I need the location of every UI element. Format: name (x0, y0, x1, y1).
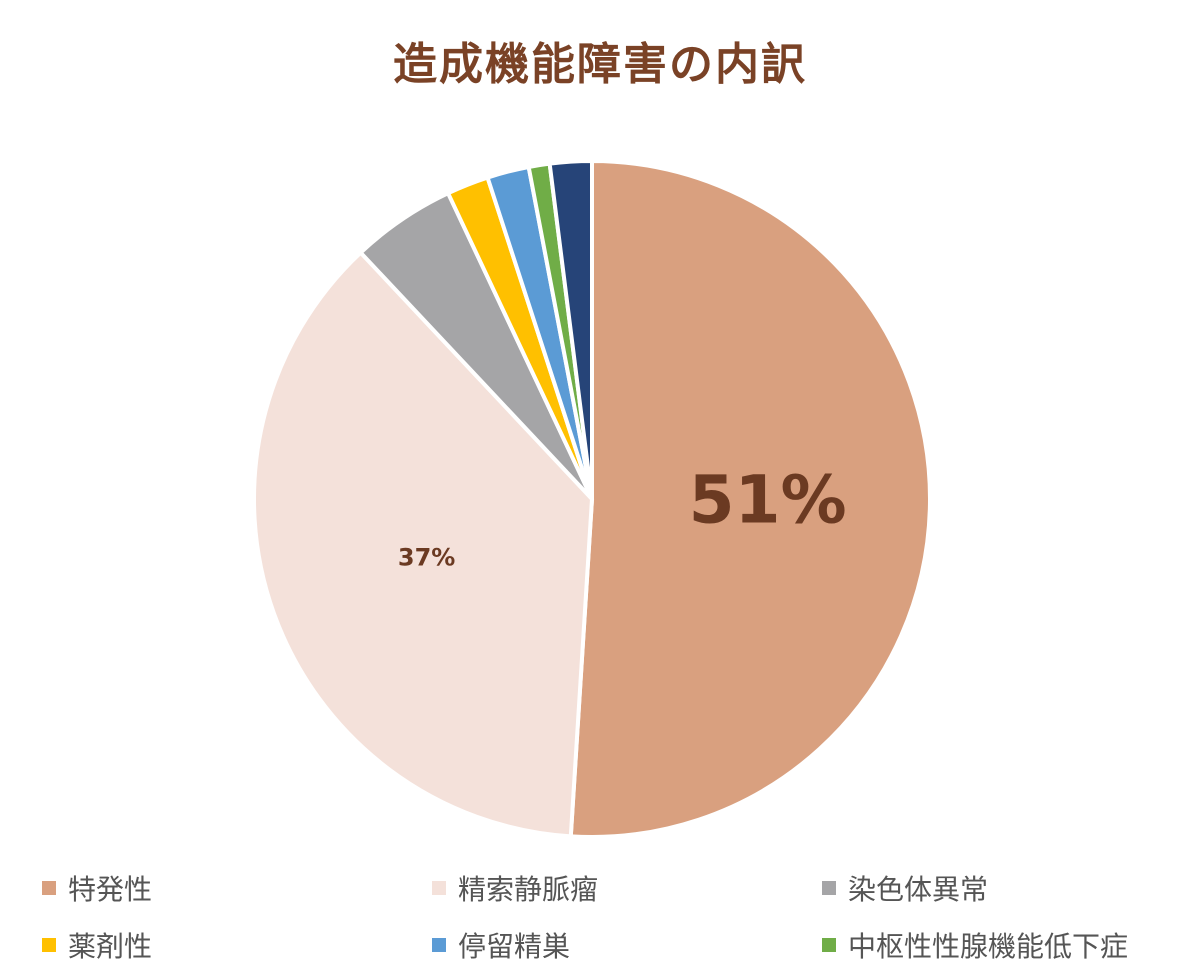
legend-swatch (42, 881, 56, 895)
legend-item: 中枢性性腺機能低下症 (822, 925, 1128, 965)
legend-swatch (822, 881, 836, 895)
legend-swatch (822, 938, 836, 952)
legend-swatch (432, 938, 446, 952)
chart-title: 造成機能障害の内訳 (393, 39, 807, 90)
legend-item: 染色体異常 (822, 868, 988, 908)
legend-item: 停留精巣 (432, 925, 570, 965)
legend-label: 停留精巣 (458, 930, 571, 963)
legend-swatch (42, 938, 56, 952)
legend-label: 中枢性性腺機能低下症 (848, 930, 1129, 963)
legend-swatch (432, 881, 446, 895)
pie-slice-2 (252, 250, 594, 839)
legend-label: 特発性 (68, 873, 153, 906)
slice-data-label: 51% (689, 462, 847, 539)
pie-slice-7 (547, 159, 594, 501)
legend-item: 精索静脈瘤 (432, 868, 598, 908)
slice-data-label: 37% (398, 544, 455, 572)
legend-label: 薬剤性 (68, 930, 153, 963)
legend-item: 薬剤性 (42, 925, 152, 965)
pie-slice-1 (568, 159, 932, 839)
legend-label: 精索静脈瘤 (458, 873, 599, 906)
legend-label: 染色体異常 (848, 873, 989, 906)
legend-item: 特発性 (42, 868, 152, 908)
